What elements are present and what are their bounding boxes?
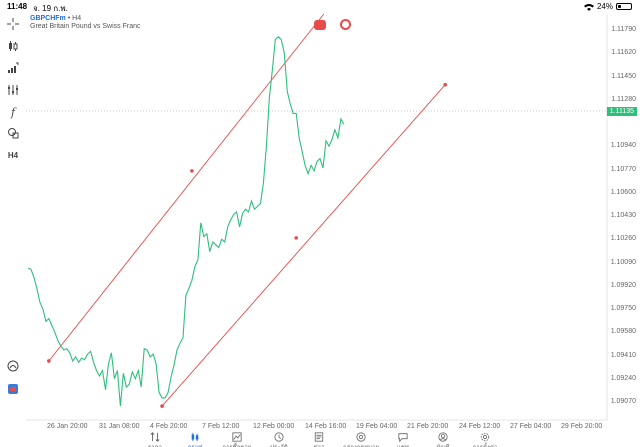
- function-icon[interactable]: f: [10, 105, 16, 119]
- nav-item-label: ข่าว: [314, 445, 325, 447]
- arrows-updown-icon: [150, 432, 160, 442]
- time-tick-label: 14 Feb 16:00: [305, 423, 347, 430]
- status-right: 24%: [583, 2, 632, 11]
- time-tick-label: 7 Feb 12:00: [202, 423, 240, 430]
- chart-mode-button[interactable]: [340, 19, 351, 30]
- channel-line-1[interactable]: [48, 13, 325, 362]
- time-tick-label: 12 Feb 00:00: [253, 423, 295, 430]
- status-date: จ. 19 ก.พ.: [33, 4, 68, 13]
- crosshair-icon[interactable]: [6, 17, 20, 31]
- price-tick-label: 1.09070: [610, 398, 636, 405]
- candles-tool-icon[interactable]: [6, 39, 20, 53]
- status-time: 11:48: [7, 2, 28, 11]
- nav-item-8[interactable]: บัญชี: [423, 432, 463, 447]
- trade-toggle-icon[interactable]: [6, 382, 20, 396]
- time-tick-label: 29 Feb 20:00: [561, 423, 603, 430]
- price-tick-label: 1.09410: [610, 351, 636, 359]
- nav-item-1[interactable]: ราคา: [135, 432, 175, 447]
- nav-item-7[interactable]: แชท: [383, 432, 423, 447]
- price-tick-label: 1.10770: [610, 165, 636, 173]
- nav-item-label: ราคา: [148, 445, 162, 447]
- channel-anchor-point[interactable]: [294, 236, 299, 240]
- price-tick-label: 1.10430: [610, 212, 636, 219]
- nav-item-5[interactable]: ข่าว: [299, 432, 339, 447]
- history-icon: [274, 432, 284, 442]
- current-price-tag: 1.11135: [606, 107, 637, 116]
- channel-anchor-point[interactable]: [190, 169, 194, 173]
- price-tick-label: 1.11450: [611, 72, 636, 80]
- nav-item-6[interactable]: กล่องจดหมาย: [341, 432, 381, 447]
- time-tick-label: 27 Feb 04:00: [510, 423, 552, 430]
- timeframe-button[interactable]: H4: [7, 150, 19, 160]
- left-toolbar: f H4: [0, 14, 26, 414]
- nav-item-label: การตั้งค่า: [473, 445, 497, 447]
- shapes-icon[interactable]: [6, 126, 20, 140]
- time-tick-label: 4 Feb 20:00: [150, 423, 188, 430]
- time-tick-label: 26 Jan 20:00: [47, 423, 88, 430]
- time-tick-label: 19 Feb 04:00: [356, 423, 398, 430]
- battery-icon: [616, 3, 632, 10]
- symbol-header: GBPCHFm • H4: [30, 15, 81, 22]
- indicators-icon[interactable]: [6, 61, 20, 75]
- chat-icon: [398, 433, 408, 442]
- nav-item-3[interactable]: การซื้อขาย: [217, 432, 257, 447]
- nav-item-label: ประวัติ: [270, 445, 288, 447]
- nav-item-label: แชท: [397, 445, 409, 447]
- price-tick-label: 1.11620: [611, 49, 636, 57]
- gauge-icon[interactable]: [6, 359, 20, 373]
- channel-line-2[interactable]: [161, 84, 446, 407]
- sliders-icon[interactable]: [6, 83, 20, 97]
- price-tick-label: 1.09750: [610, 305, 636, 312]
- channel-anchor-point[interactable]: [160, 404, 164, 408]
- channel-anchor-point[interactable]: [47, 359, 51, 363]
- nav-item-2[interactable]: กราฟ: [175, 432, 215, 447]
- nav-item-4[interactable]: ประวัติ: [259, 432, 299, 447]
- at-icon: [356, 432, 366, 442]
- nav-item-label: บัญชี: [437, 445, 450, 447]
- nav-item-label: กราฟ: [188, 445, 202, 447]
- news-icon: [314, 432, 324, 442]
- nav-item-label: กล่องจดหมาย: [343, 445, 379, 447]
- symbol-name: GBPCHFm: [30, 15, 66, 22]
- channel-lines[interactable]: [47, 13, 448, 408]
- candles-icon: [191, 432, 199, 442]
- price-tick-label: 1.10090: [610, 258, 636, 266]
- price-tick-label: 1.10600: [610, 188, 636, 196]
- bottom-nav: ราคา กราฟ การซื้อขาย ประวัติ ข่าว กล่องจดหมาย…: [0, 432, 640, 447]
- price-tick-label: 1.11790: [611, 26, 636, 33]
- channel-anchor-point[interactable]: [443, 82, 448, 87]
- wifi-icon: [583, 3, 594, 11]
- price-series-line: [27, 36, 345, 407]
- price-tick-label: 1.09240: [610, 374, 636, 382]
- price-tick-label: 1.10260: [610, 235, 636, 243]
- time-tick-label: 24 Feb 12:00: [459, 423, 501, 430]
- nav-item-label: การซื้อขาย: [223, 445, 252, 447]
- symbol-description: Great Britain Pound vs Swiss Franc: [30, 23, 141, 30]
- battery-percent: 24%: [596, 2, 613, 11]
- nav-item-9[interactable]: การตั้งค่า: [465, 432, 505, 447]
- settings-icon: [480, 432, 490, 442]
- price-tick-label: 1.10940: [610, 142, 636, 150]
- time-tick-label: 21 Feb 20:00: [407, 423, 449, 430]
- symbol-timeframe: H4: [72, 15, 82, 22]
- price-tick-label: 1.09920: [610, 281, 636, 289]
- account-icon: [438, 432, 448, 442]
- price-tick-label: 1.11280: [611, 95, 636, 103]
- status-bar: 11:48 จ. 19 ก.พ. 24%: [0, 0, 640, 14]
- price-tick-label: 1.09580: [610, 328, 636, 336]
- trend-chart-icon: [232, 432, 242, 442]
- time-tick-label: 31 Jan 08:00: [99, 423, 140, 430]
- one-click-trade-button[interactable]: [314, 20, 326, 30]
